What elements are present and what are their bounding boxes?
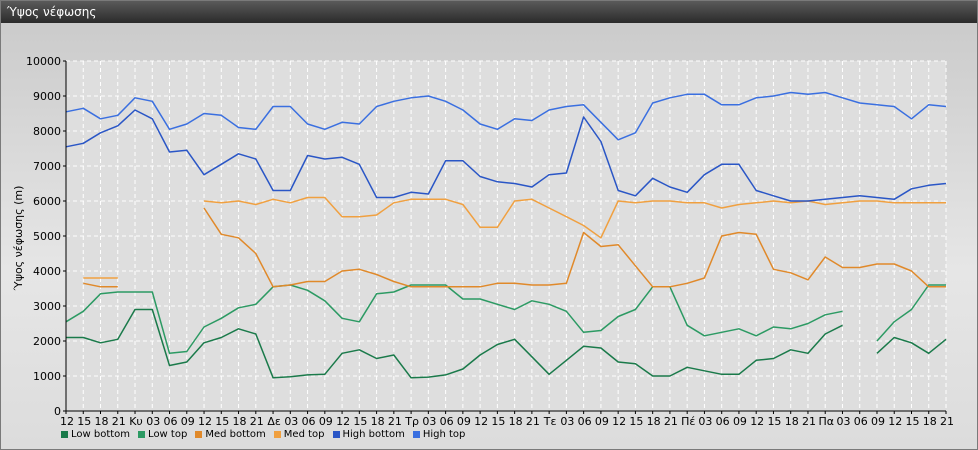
y-tick-label: 0	[54, 405, 61, 418]
x-tick-label: Κυ	[129, 415, 143, 427]
x-tick-label: 06	[302, 415, 316, 427]
x-tick-label: 09	[733, 415, 747, 427]
x-tick-label: 12	[198, 415, 212, 427]
y-axis-label: Ύψος νέφωσης (m)	[12, 186, 25, 292]
x-tick-label: 03	[560, 415, 574, 427]
x-tick-label: 09	[595, 415, 609, 427]
x-tick-label: 21	[250, 415, 264, 427]
x-tick-label: Δε	[267, 415, 281, 427]
legend-swatch	[273, 430, 281, 438]
x-tick-label: 06	[854, 415, 868, 427]
legend-item: High top	[412, 427, 466, 441]
legend-label: High top	[422, 428, 466, 440]
legend-label: Low top	[148, 428, 188, 440]
legend-item: High bottom	[332, 427, 405, 441]
legend-label: Med top	[283, 428, 325, 440]
x-tick-label: 03	[284, 415, 298, 427]
y-tick-label: 5000	[33, 230, 61, 243]
x-tick-label: 12	[336, 415, 350, 427]
x-tick-label: 03	[146, 415, 160, 427]
x-tick-label: 15	[353, 415, 367, 427]
x-tick-label: 03	[698, 415, 712, 427]
x-tick-label: 15	[767, 415, 781, 427]
x-tick-label: 03	[422, 415, 436, 427]
y-tick-label: 10000	[26, 55, 61, 68]
x-tick-label: 03	[836, 415, 850, 427]
y-tick-label: 3000	[33, 300, 61, 313]
legend-item: Med top	[273, 427, 325, 441]
y-tick-labels: 0 1000 2000 3000 4000 5000 6000 7000 8000 9000 100…	[26, 55, 66, 418]
x-tick-label: 15	[905, 415, 919, 427]
x-tick-label: 18	[923, 415, 937, 427]
x-tick-label: 09	[457, 415, 471, 427]
legend-swatch	[138, 430, 146, 438]
x-tick-label: 18	[647, 415, 661, 427]
x-tick-label: 15	[77, 415, 91, 427]
legend-swatch	[412, 430, 420, 438]
y-tick-label: 2000	[33, 335, 61, 348]
x-tick-label: 21	[802, 415, 816, 427]
series-line-high-bottom	[65, 109, 947, 202]
x-tick-label: 21	[526, 415, 540, 427]
x-tick-label: 09	[319, 415, 333, 427]
x-tick-label: 18	[95, 415, 109, 427]
legend-item: Low top	[138, 427, 187, 441]
x-tick-label: 12	[60, 415, 74, 427]
chart-series	[65, 91, 947, 379]
x-tick-label: 21	[112, 415, 126, 427]
window-title: Ύψος νέφωσης	[1, 1, 977, 23]
legend-item: Med bottom	[195, 427, 266, 441]
x-tick-label: 09	[181, 415, 195, 427]
x-tick-label: Πέ	[681, 415, 695, 427]
series-line-med-top	[83, 196, 946, 279]
x-tick-label: 15	[215, 415, 229, 427]
x-tick-label: 12	[750, 415, 764, 427]
x-tick-label: Τρ	[404, 415, 419, 427]
x-tick-label: 15	[629, 415, 643, 427]
legend-swatch	[195, 430, 203, 438]
legend-label: Low bottom	[71, 428, 131, 440]
x-tick-label: 21	[388, 415, 402, 427]
legend-swatch	[61, 430, 68, 438]
x-tick-label: 18	[233, 415, 247, 427]
x-tick-label: 21	[940, 415, 954, 427]
x-tick-label: 06	[164, 415, 178, 427]
x-tick-labels: 12 15 18 21 Κυ 03 06 09 12 15 18 21 Δε 03 06 09 12 15 18 21…	[60, 411, 954, 427]
y-tick-label: 7000	[33, 160, 61, 173]
x-tick-label: Πα	[818, 415, 834, 427]
x-tick-label: 06	[578, 415, 592, 427]
legend-item: Low bottom	[61, 427, 130, 441]
legend-swatch	[332, 430, 340, 438]
chart-legend: Low bottom Low top Med bottom Med top High b…	[61, 427, 465, 441]
x-tick-label: 18	[785, 415, 799, 427]
x-tick-label: 09	[871, 415, 885, 427]
y-tick-label: 1000	[33, 370, 61, 383]
plot-area	[66, 61, 946, 411]
y-tick-label: 4000	[33, 265, 61, 278]
legend-label: High bottom	[342, 428, 405, 440]
series-line-low-bottom	[66, 308, 947, 379]
y-tick-label: 6000	[33, 195, 61, 208]
x-tick-label: 12	[888, 415, 902, 427]
series-line-med-bottom	[83, 207, 946, 288]
x-tick-label: 15	[491, 415, 505, 427]
cloud-height-chart: 0 1000 2000 3000 4000 5000 6000 7000 8000 9000 100…	[12, 55, 954, 427]
series-line-high-top	[65, 91, 947, 141]
series-line-low-top	[65, 284, 946, 355]
y-tick-label: 8000	[33, 125, 61, 138]
x-tick-label: 12	[612, 415, 626, 427]
x-tick-label: 18	[509, 415, 523, 427]
x-tick-label: 06	[440, 415, 454, 427]
x-tick-label: Τε	[543, 415, 557, 427]
legend-label: Med bottom	[205, 428, 266, 440]
x-tick-label: 18	[371, 415, 385, 427]
y-tick-label: 9000	[33, 90, 61, 103]
x-tick-label: 06	[716, 415, 730, 427]
plot-background	[66, 61, 946, 411]
x-tick-label: 21	[664, 415, 678, 427]
x-tick-label: 12	[474, 415, 488, 427]
